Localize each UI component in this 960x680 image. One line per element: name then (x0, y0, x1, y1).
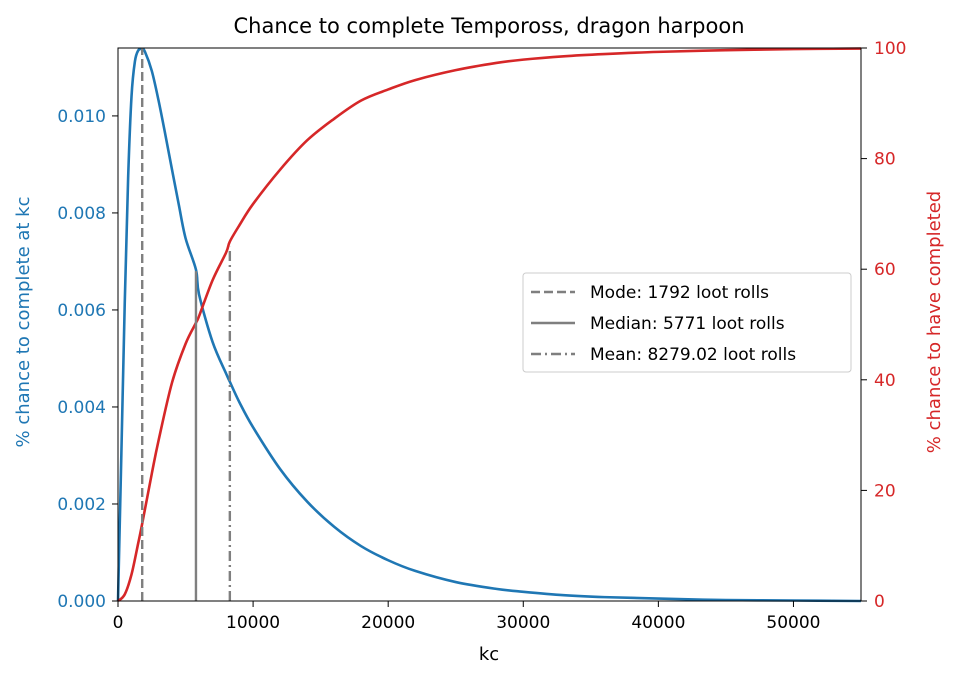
x-axis-label: kc (479, 644, 499, 665)
y-axis-left: 0.000 0.002 0.004 0.006 0.008 0.010 (57, 107, 118, 612)
x-tick-label: 0 (113, 613, 124, 633)
y-left-tick-label: 0.002 (57, 495, 106, 515)
x-tick-label: 50000 (766, 613, 820, 633)
y-left-tick-label: 0.000 (57, 592, 106, 612)
legend-entry-mode: Mode: 1792 loot rolls (590, 283, 769, 303)
legend-box (522, 272, 852, 373)
plot-lines (116, 47, 862, 603)
y-left-tick-label: 0.010 (57, 107, 106, 127)
series-line-cumulative (117, 47, 862, 603)
y-right-tick-label: 100 (874, 39, 906, 59)
legend: Mode: 1792 loot rolls Median: 5771 loot r… (522, 272, 852, 373)
y-right-tick-label: 60 (874, 260, 896, 280)
series-line-density (116, 47, 862, 603)
x-tick-label: 40000 (631, 613, 685, 633)
y-axis-right-label: % chance to have completed (924, 191, 945, 453)
y-axis-right: 0 20 40 60 80 100 (861, 39, 906, 612)
y-right-tick-label: 20 (874, 481, 896, 501)
chart-title: Chance to complete Tempoross, dragon har… (233, 14, 744, 38)
x-tick-label: 10000 (226, 613, 280, 633)
y-right-tick-label: 80 (874, 150, 896, 170)
y-left-tick-label: 0.004 (57, 398, 106, 418)
y-right-tick-label: 40 (874, 371, 896, 391)
y-right-tick-label: 0 (874, 592, 885, 612)
legend-entry-median: Median: 5771 loot rolls (590, 314, 785, 334)
x-tick-label: 30000 (496, 613, 550, 633)
x-tick-label: 20000 (361, 613, 415, 633)
legend-entry-mean: Mean: 8279.02 loot rolls (590, 345, 796, 365)
plot-frame (117, 47, 862, 602)
x-axis: 0 10000 20000 30000 40000 50000 (113, 601, 821, 633)
y-left-tick-label: 0.006 (57, 301, 106, 321)
reference-lines (141, 48, 232, 601)
y-left-tick-label: 0.008 (57, 204, 106, 224)
y-axis-left-label: % chance to complete at kc (13, 197, 34, 448)
